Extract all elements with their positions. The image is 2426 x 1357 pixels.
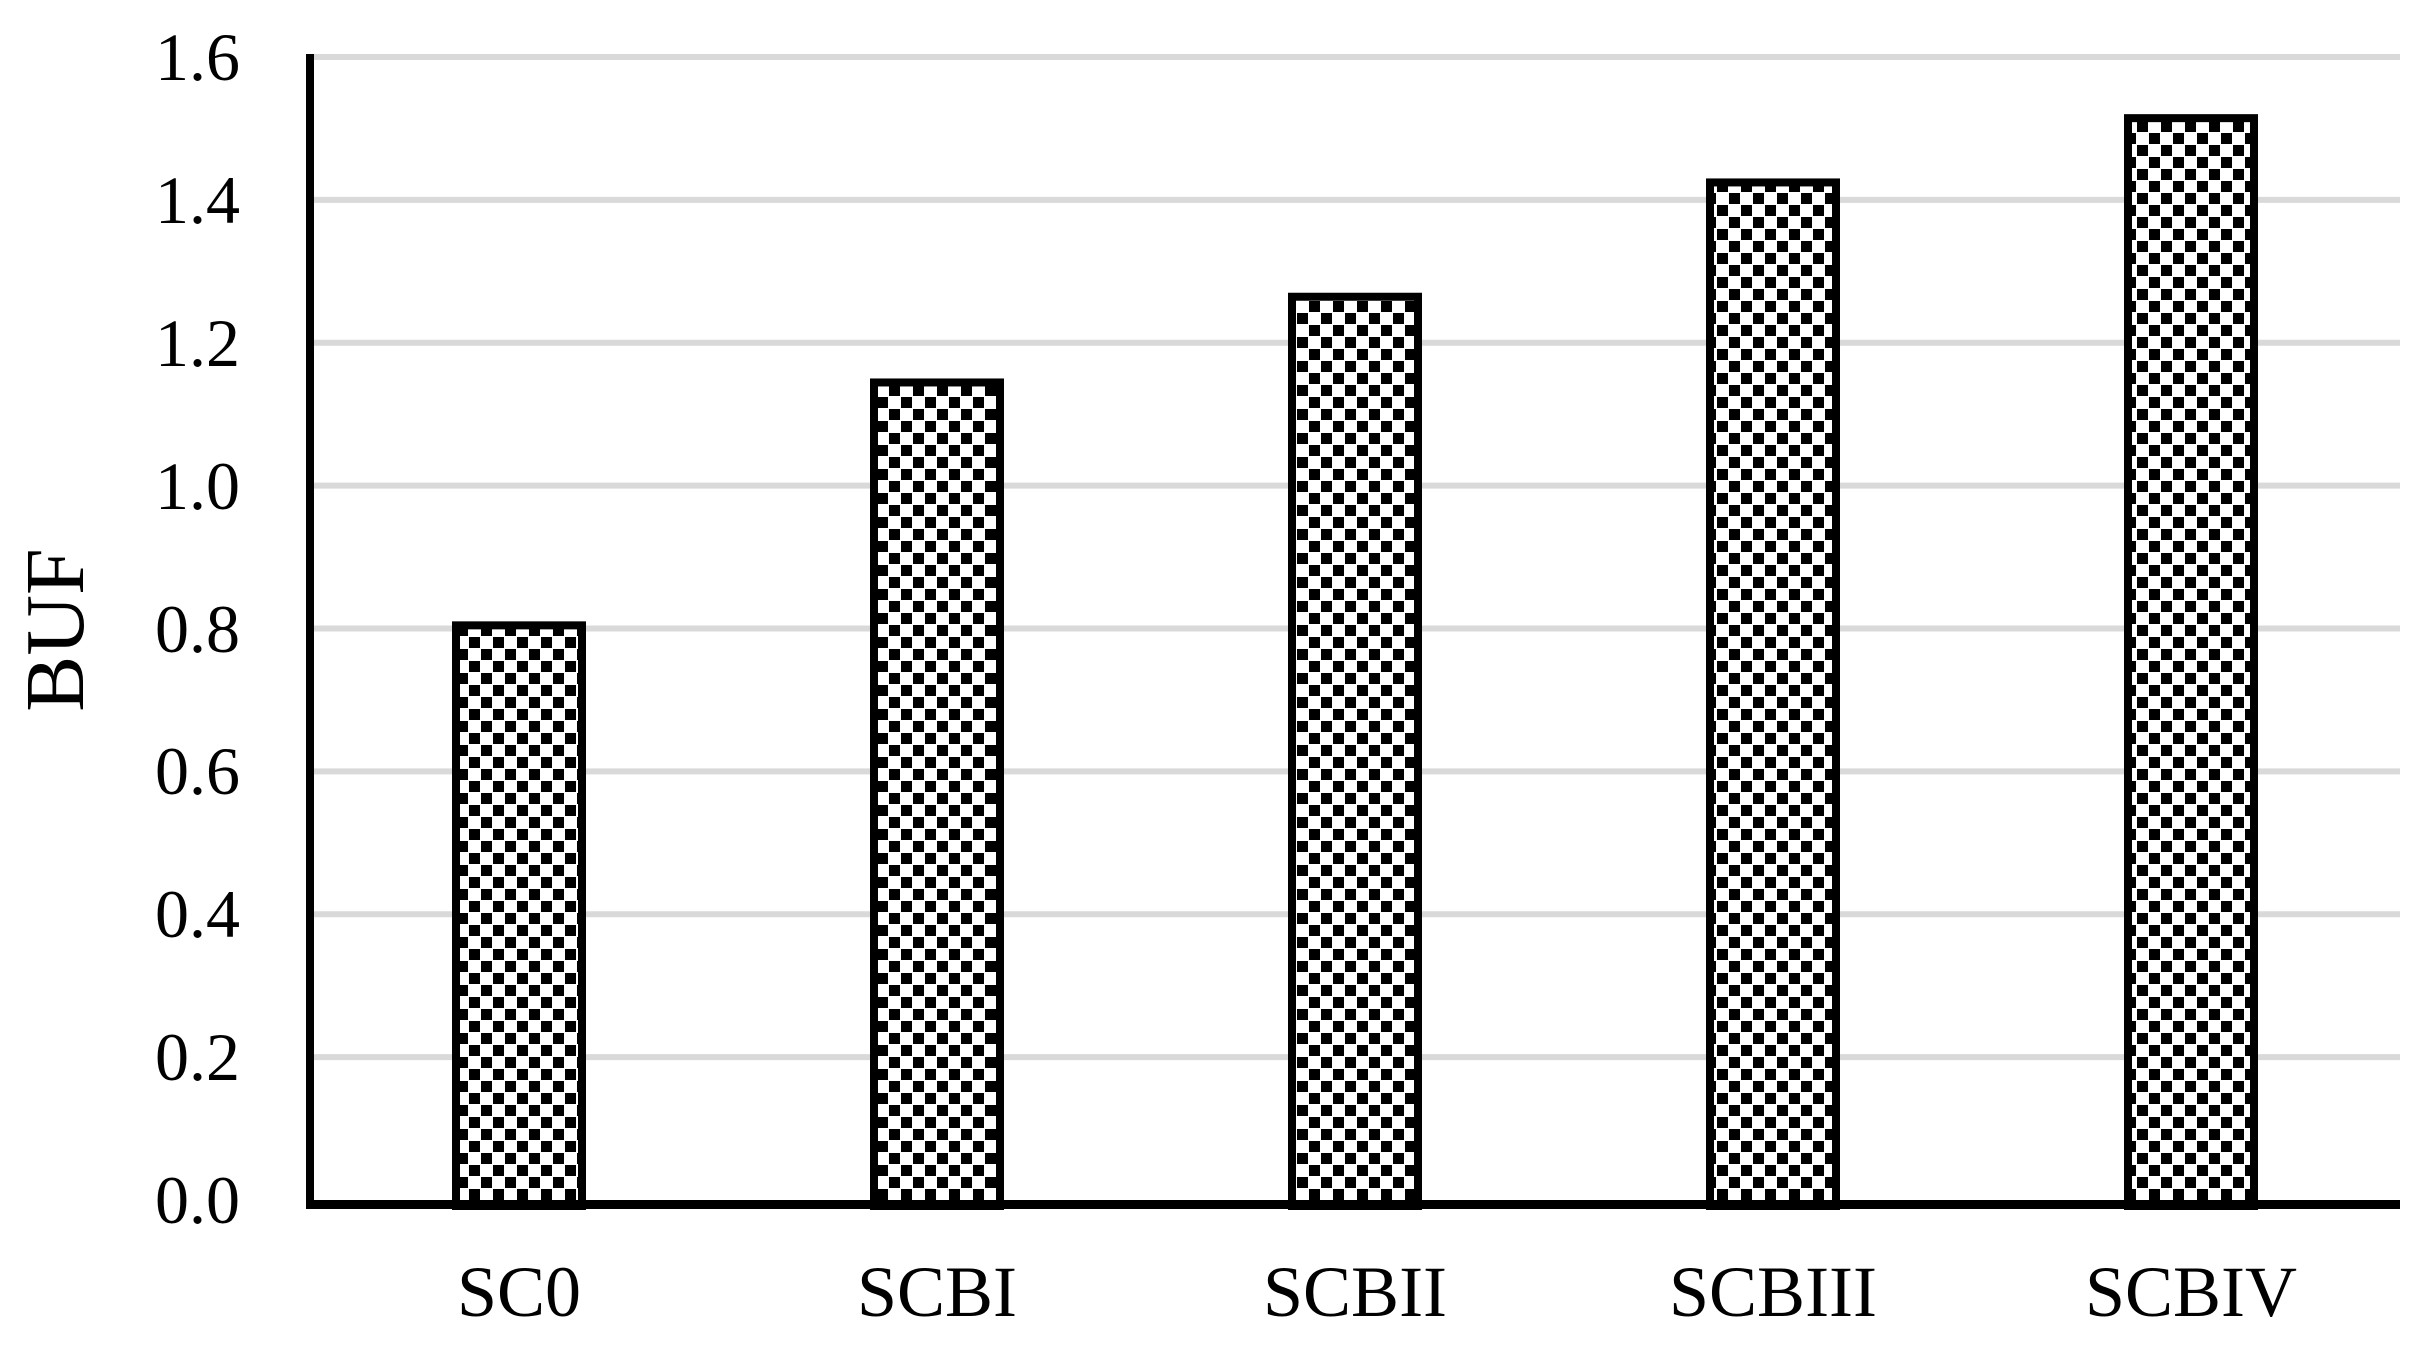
y-tick-label: 0.4 — [155, 876, 240, 953]
y-tick-label: 0.8 — [155, 590, 240, 667]
y-tick-label: 0.0 — [155, 1162, 240, 1238]
y-tick-label: 0.2 — [155, 1019, 240, 1096]
bar-SCBI — [870, 378, 1004, 1210]
x-category-label: SCBIV — [2084, 1252, 2298, 1332]
bar-SCBII — [1288, 292, 1422, 1210]
axes — [306, 54, 2400, 1209]
x-category-label: SCBII — [1262, 1252, 1448, 1332]
bar-SCBIV — [2124, 114, 2258, 1210]
x-category-label: SCBI — [856, 1252, 1018, 1332]
bars-group — [452, 114, 2258, 1211]
y-tick-label: 1.2 — [155, 304, 240, 381]
y-tick-label: 1.0 — [155, 447, 240, 524]
bar-SC0 — [452, 621, 586, 1210]
bar-SCBIII — [1706, 178, 1840, 1211]
x-category-label: SC0 — [456, 1252, 582, 1332]
y-tick-label: 1.4 — [155, 161, 240, 238]
y-tick-label: 0.6 — [155, 733, 240, 810]
y-tick-label: 1.6 — [155, 19, 240, 95]
x-category-label: SCBIII — [1668, 1252, 1878, 1332]
